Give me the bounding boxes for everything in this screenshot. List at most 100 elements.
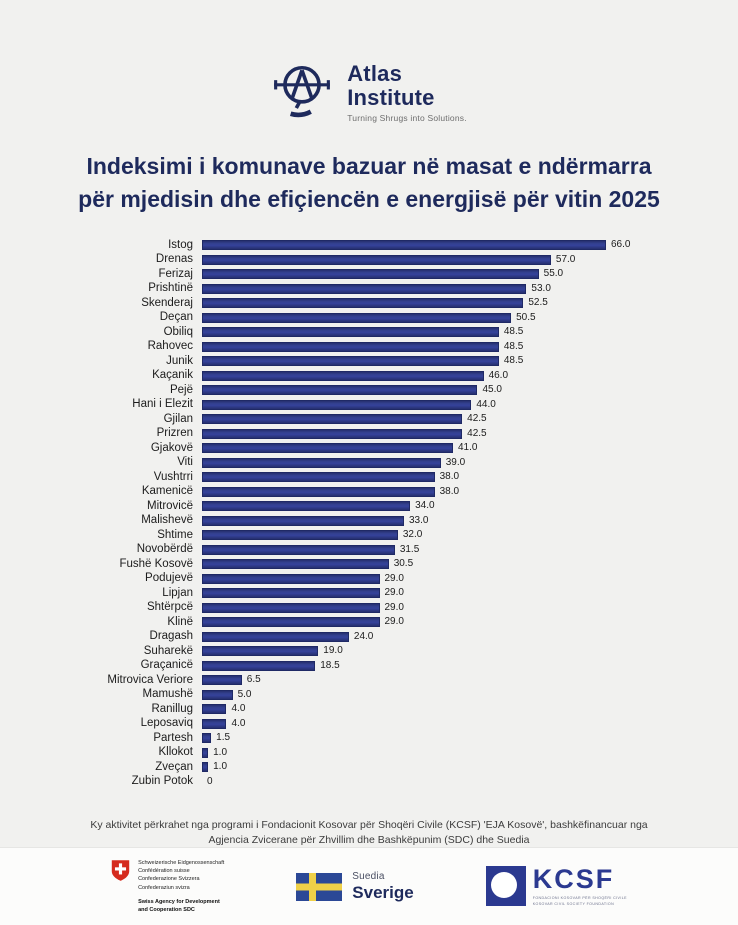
- bar-label: Hani i Elezit: [132, 398, 193, 410]
- bar-value: 44.0: [476, 398, 496, 410]
- bar-area: 4.0: [202, 704, 738, 715]
- bar-area: 42.5: [202, 428, 738, 439]
- bar: [202, 646, 319, 657]
- atlas-globe-icon: [274, 65, 331, 118]
- bar-value: 29.0: [384, 616, 404, 628]
- bar-value: 1.0: [213, 746, 228, 758]
- atlas-logo-text: Atlas Institute Turning Shrugs into Solu…: [347, 56, 467, 123]
- chart-row: Prizren 42.5: [0, 427, 738, 442]
- bar: [202, 602, 380, 613]
- bar: [202, 486, 435, 497]
- bar-area: 19.0: [202, 646, 738, 657]
- footer-note-line1: Ky aktivitet përkrahet nga programi i Fo…: [90, 819, 648, 831]
- bar-area: 38.0: [202, 472, 738, 483]
- chart-row: Leposaviq 4.0: [0, 717, 738, 732]
- bar: [202, 472, 435, 483]
- bar-area: 29.0: [202, 588, 738, 599]
- bar-area: 31.5: [202, 544, 738, 555]
- bar-value: 46.0: [488, 369, 509, 381]
- bar-label: Shtërpcë: [146, 601, 193, 613]
- chart-row: Vushtrri 38.0: [0, 470, 738, 485]
- bar-area: 48.5: [202, 340, 738, 352]
- chart-row: Deçan 50.5: [0, 311, 738, 326]
- logo-name-line2: Institute: [347, 84, 435, 110]
- chart-row: Mitrovica Veriore 6.5: [0, 673, 738, 688]
- bar-area: 33.0: [202, 515, 738, 526]
- bar-label: Partesh: [153, 731, 193, 744]
- sweden-flag-icon: [296, 872, 343, 901]
- bar-label: Novobërdë: [136, 543, 193, 555]
- bar-area: 66.0: [202, 240, 738, 251]
- chart-row: Rahovec 48.5: [0, 340, 738, 355]
- bar-label: Pejë: [169, 383, 193, 396]
- bar-area: 1.0: [202, 746, 738, 758]
- bar: [202, 443, 453, 454]
- bar: [202, 414, 463, 425]
- bar-label: Podujevë: [145, 572, 193, 584]
- sweden-label-suedia: Suedia: [352, 870, 385, 882]
- bar-value: 0: [207, 775, 213, 787]
- bar-area: 41.0: [202, 443, 738, 454]
- page-title-line1: Indeksimi i komunave bazuar në masat e n…: [86, 153, 652, 179]
- page-title-line2: për mjedisin dhe efiçiencën e energjisë …: [78, 185, 660, 212]
- chart-row: Zveçan 1.0: [0, 760, 738, 775]
- header: Atlas Institute Turning Shrugs into Solu…: [0, 56, 738, 126]
- bar-area: 4.0: [202, 718, 738, 729]
- chart-row: Drenas 57.0: [0, 253, 738, 268]
- bar: [202, 240, 606, 251]
- bar-label: Dragash: [149, 630, 193, 642]
- bar-value: 53.0: [531, 282, 551, 294]
- bar-value: 48.5: [503, 340, 524, 352]
- kcsf-subtitle: FONDACIONI KOSOVAR PËR SHOQËRI CIVILE KO…: [532, 895, 627, 906]
- chart-row: Prishtinë 53.0: [0, 282, 738, 297]
- bar-area: 53.0: [202, 282, 738, 294]
- chart-row: Mamushë 5.0: [0, 688, 738, 703]
- bar-label: Gjakovë: [150, 441, 193, 454]
- bar-label: Mitrovica Veriore: [107, 673, 193, 686]
- footer-note-line2: Agjencia Zvicerane për Zhvillim dhe Bash…: [208, 834, 530, 847]
- logo-name: Atlas Institute: [347, 62, 467, 110]
- chart-row: Klinë 29.0: [0, 615, 738, 630]
- bar: [202, 544, 395, 555]
- bar-area: 46.0: [202, 369, 738, 381]
- bar-value: 1.0: [213, 761, 228, 773]
- bar-label: Klinë: [167, 615, 193, 628]
- bar-label: Suharekë: [143, 644, 193, 657]
- bar-label: Mamushë: [142, 688, 194, 700]
- bar-area: 1.5: [202, 733, 738, 744]
- chart-row: Dragash 24.0: [0, 630, 738, 645]
- footer-note: Ky aktivitet përkrahet nga programi i Fo…: [0, 818, 738, 848]
- logo-tagline: Turning Shrugs into Solutions.: [347, 112, 467, 123]
- chart-row: Suharekë 19.0: [0, 644, 738, 659]
- bar-value: 34.0: [415, 500, 435, 512]
- swiss-agency-lines: Swiss Agency for Development and Coopera…: [138, 898, 220, 913]
- bar-label: Istog: [168, 238, 193, 251]
- bar-area: 29.0: [202, 602, 738, 613]
- bar-area: 24.0: [202, 631, 738, 642]
- bar: [202, 283, 527, 294]
- bar-value: 52.5: [528, 297, 548, 309]
- bar-label: Vushtrri: [153, 470, 193, 483]
- chart-row: Graçanicë 18.5: [0, 659, 738, 674]
- bar-label: Skenderaj: [141, 296, 193, 309]
- bar-label: Junik: [166, 354, 193, 367]
- bar: [202, 631, 349, 642]
- sdc-logo: Schweizerische Eidgenossenschaft Confédé…: [111, 859, 224, 915]
- bar-value: 32.0: [402, 529, 423, 541]
- bar-value: 39.0: [445, 456, 466, 468]
- bar: [202, 269, 539, 280]
- bar-value: 50.5: [516, 311, 536, 323]
- bar-value: 48.5: [503, 326, 524, 338]
- chart-row: Partesh 1.5: [0, 731, 738, 746]
- chart-row: Pejë 45.0: [0, 383, 738, 398]
- bar: [202, 428, 463, 439]
- chart-row: Hani i Elezit 44.0: [0, 398, 738, 413]
- chart-row: Fushë Kosovë 30.5: [0, 557, 738, 572]
- bar-value: 18.5: [320, 659, 340, 671]
- chart-row: Ranillug 4.0: [0, 702, 738, 717]
- bar-area: 5.0: [202, 689, 738, 700]
- bar-value: 48.5: [503, 355, 524, 367]
- chart-row: Zubin Potok 0: [0, 775, 738, 790]
- bar-value: 6.5: [246, 674, 261, 686]
- chart-row: Viti 39.0: [0, 456, 738, 471]
